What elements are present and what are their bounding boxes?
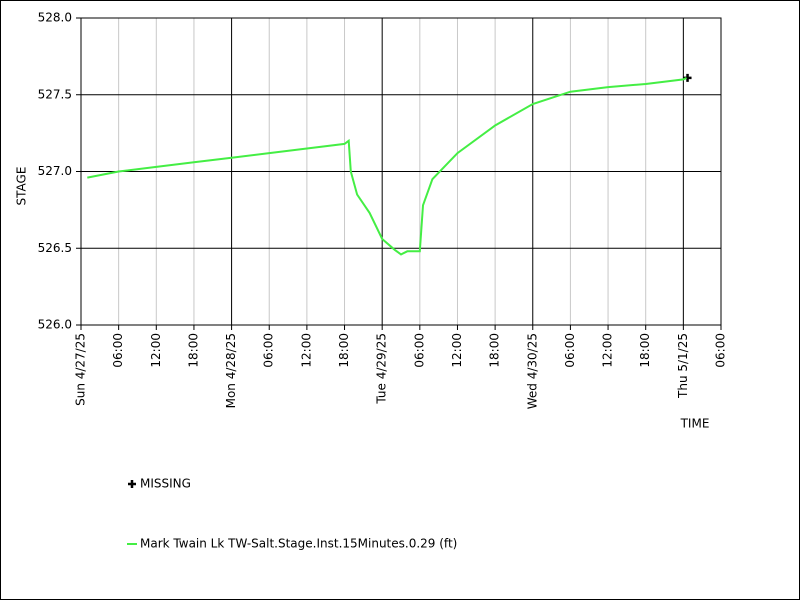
x-tick-label: Thu 5/1/25 [676,333,690,399]
y-tick-label: 528.0 [38,11,72,25]
y-tick-label: 526.0 [38,318,72,332]
x-tick-label: 06:00 [412,333,426,368]
x-tick-label: 12:00 [601,333,615,368]
x-tick-label: 12:00 [299,333,313,368]
x-tick-label: Sun 4/27/25 [74,333,88,406]
x-axis-label: TIME [680,417,710,431]
y-axis-label: STAGE [15,167,29,206]
x-tick-label: Tue 4/29/25 [375,333,389,405]
plot-frame [80,17,722,326]
y-tick-label: 527.0 [38,164,72,178]
x-tick-label: 12:00 [450,333,464,368]
legend-symbol [128,480,136,488]
x-tick-label: 12:00 [149,333,163,368]
y-tick-label: 527.5 [38,87,72,101]
y-tick-label: 526.5 [38,241,72,255]
x-tick-label: 18:00 [186,333,200,368]
x-tick-label: 06:00 [563,333,577,368]
x-tick-label: 18:00 [638,333,652,368]
x-tick-label: Wed 4/30/25 [525,333,539,409]
legend-label: MISSING [140,477,191,491]
x-tick-label: 18:00 [488,333,502,368]
x-tick-label: 06:00 [262,333,276,368]
x-tick-label: 06:00 [111,333,125,368]
legend-label: Mark Twain Lk TW-Salt.Stage.Inst.15Minut… [140,537,457,551]
x-tick-label: 18:00 [337,333,351,368]
x-tick-label: 06:00 [714,333,728,368]
x-tick-label: Mon 4/28/25 [224,333,238,408]
data-line [87,76,687,256]
